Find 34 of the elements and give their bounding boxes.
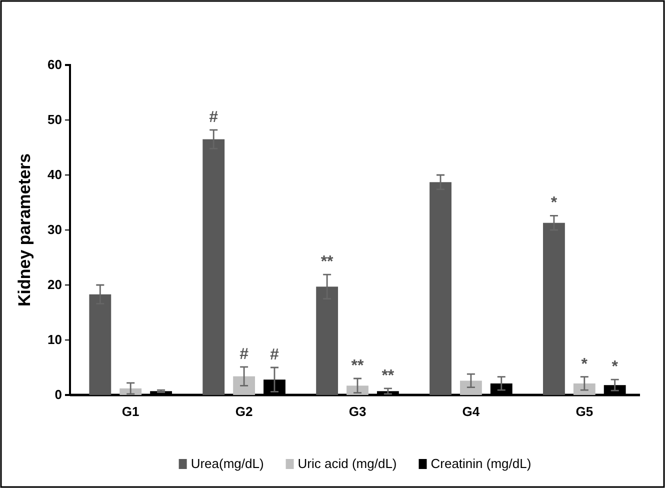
legend-label: Uric acid (mg/dL): [298, 456, 397, 471]
bar: [573, 383, 596, 395]
y-tick-label: 20: [48, 277, 62, 292]
bar: [460, 380, 482, 395]
bar: [89, 294, 112, 395]
data-label: #: [270, 346, 280, 364]
y-tick-label: 30: [48, 222, 62, 238]
bar: [233, 376, 256, 395]
y-tick-label: 10: [48, 332, 62, 348]
data-label: *: [612, 358, 619, 376]
data-label: #: [240, 346, 249, 363]
legend-label: Creatinin (mg/dL): [430, 456, 532, 471]
bar: [543, 222, 565, 395]
data-label: *: [581, 356, 588, 373]
data-label: *: [550, 194, 558, 212]
bar: [430, 182, 452, 395]
bar: [202, 139, 225, 395]
y-tick-label: 40: [48, 167, 62, 182]
data-label: **: [351, 358, 364, 374]
data-label: **: [382, 367, 395, 384]
x-tick-label: G4: [462, 404, 480, 420]
bar: [346, 386, 368, 395]
y-tick-label: 60: [48, 57, 62, 72]
data-label: **: [320, 254, 334, 271]
x-tick-label: G3: [348, 404, 366, 420]
data-label: #: [209, 108, 218, 126]
y-tick-label: 0: [54, 387, 62, 402]
bar: [316, 286, 338, 395]
x-tick-label: G2: [235, 404, 253, 420]
y-axis-title: Kidney parameters: [15, 153, 34, 307]
x-tick-label: G5: [576, 404, 594, 420]
y-tick-label: 50: [48, 112, 62, 128]
legend-label: Urea(mg/dL): [190, 456, 264, 471]
x-tick-label: G1: [122, 404, 140, 420]
